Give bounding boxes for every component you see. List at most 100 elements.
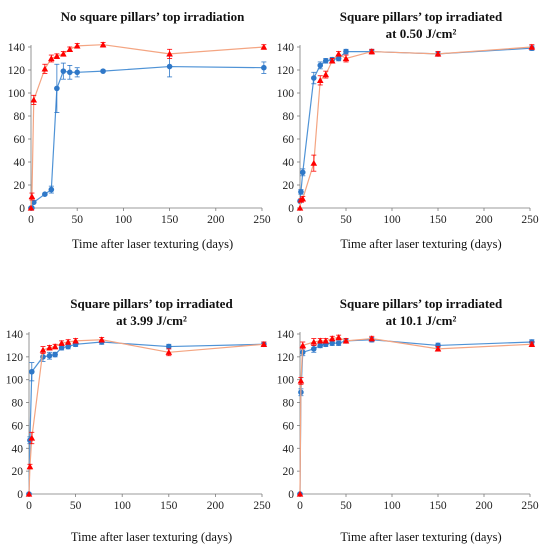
data-point <box>260 43 268 50</box>
x-tick-label: 250 <box>521 500 539 512</box>
data-point <box>434 50 442 57</box>
x-tick-label: 50 <box>340 500 352 512</box>
chart-title: No square pillars’ top irradiation <box>61 9 245 24</box>
y-tick-label: 100 <box>277 375 295 387</box>
chart-title: Square pillars’ top irradiated <box>340 296 503 311</box>
data-point <box>39 346 47 353</box>
data-point <box>329 340 336 346</box>
series-red <box>296 43 536 211</box>
series-line <box>299 47 532 202</box>
data-point <box>72 337 79 344</box>
data-point <box>60 50 67 57</box>
y-tick-label: 40 <box>14 157 26 169</box>
x-tick-label: 150 <box>160 500 178 512</box>
y-tick-label: 20 <box>12 466 24 478</box>
y-tick-label: 140 <box>277 42 295 54</box>
x-tick-label: 100 <box>114 500 132 512</box>
x-tick-label: 150 <box>161 214 179 226</box>
data-point <box>343 48 349 55</box>
chart-panel-bottom-right: Square pillars’ top irradiated at 10.1 J/… <box>277 296 539 544</box>
x-tick-label: 150 <box>429 214 447 226</box>
y-tick-label: 120 <box>8 65 26 77</box>
data-point <box>434 345 442 352</box>
data-point <box>317 62 324 69</box>
x-tick-label: 100 <box>383 500 401 512</box>
data-point <box>299 195 307 202</box>
y-tick-label: 140 <box>277 329 295 341</box>
chart-subtitle: at 10.1 J/cm² <box>386 313 457 328</box>
data-point <box>328 57 336 64</box>
y-tick-label: 40 <box>283 157 295 169</box>
data-point <box>58 339 65 346</box>
x-tick-label: 200 <box>207 500 225 512</box>
y-tick-label: 60 <box>14 134 26 146</box>
data-point <box>48 186 55 193</box>
chart-title: Square pillars’ top irradiated <box>340 9 503 24</box>
series-red <box>27 41 268 211</box>
data-point <box>296 490 304 497</box>
data-point <box>74 69 80 76</box>
data-point <box>335 334 342 341</box>
x-tick-label: 50 <box>70 500 82 512</box>
data-point <box>296 204 304 211</box>
series-red <box>25 336 268 497</box>
x-tick-label: 0 <box>26 500 32 512</box>
chart-panel-top-right: Square pillars’ top irradiated at 0.50 J/… <box>277 9 539 251</box>
y-tick-label: 100 <box>277 88 295 100</box>
data-point <box>41 65 49 72</box>
data-point <box>297 377 305 384</box>
series-line <box>299 336 532 495</box>
data-point <box>298 189 304 195</box>
x-tick-label: 250 <box>253 214 271 226</box>
data-point <box>165 348 173 355</box>
series-blue <box>26 339 267 497</box>
data-point <box>335 55 342 62</box>
data-point <box>52 351 58 358</box>
data-point <box>99 41 107 48</box>
x-tick-label: 0 <box>28 214 34 226</box>
chart-title: Square pillars’ top irradiated <box>70 296 233 311</box>
y-tick-label: 80 <box>14 111 26 123</box>
data-point <box>166 343 172 350</box>
y-tick-label: 40 <box>12 443 24 455</box>
data-point <box>310 338 318 345</box>
data-point <box>54 85 60 92</box>
data-point <box>51 343 59 350</box>
data-point <box>100 68 106 74</box>
data-point <box>299 169 306 176</box>
y-tick-label: 60 <box>283 134 295 146</box>
x-axis-label: Time after laser texturing (days) <box>340 237 501 251</box>
y-tick-label: 0 <box>19 203 25 215</box>
y-tick-label: 0 <box>17 489 23 501</box>
x-tick-label: 0 <box>297 500 303 512</box>
data-point <box>48 55 55 62</box>
y-tick-label: 20 <box>283 466 295 478</box>
y-tick-label: 120 <box>277 352 295 364</box>
data-point <box>322 71 330 78</box>
data-point <box>67 69 73 76</box>
y-tick-label: 60 <box>283 420 295 432</box>
y-tick-label: 20 <box>14 180 26 192</box>
y-tick-label: 80 <box>283 111 295 123</box>
x-axis-label: Time after laser texturing (days) <box>71 530 232 544</box>
chart-panel-top-left: No square pillars’ top irradiation 0 20 40 6… <box>8 9 271 251</box>
data-point <box>26 463 34 470</box>
y-tick-label: 40 <box>283 443 295 455</box>
y-tick-label: 120 <box>6 352 24 364</box>
data-point <box>66 46 74 52</box>
data-point <box>58 344 65 351</box>
data-point <box>60 68 67 74</box>
series-line <box>299 339 532 495</box>
data-point <box>528 43 536 50</box>
data-point <box>28 434 36 441</box>
data-point <box>28 368 35 375</box>
data-point <box>40 354 46 360</box>
data-point <box>322 337 330 344</box>
data-point <box>299 342 307 349</box>
series-blue <box>297 45 535 204</box>
data-point <box>322 58 329 64</box>
y-tick-label: 120 <box>277 65 295 77</box>
series-blue <box>297 336 535 497</box>
x-tick-label: 100 <box>115 214 133 226</box>
